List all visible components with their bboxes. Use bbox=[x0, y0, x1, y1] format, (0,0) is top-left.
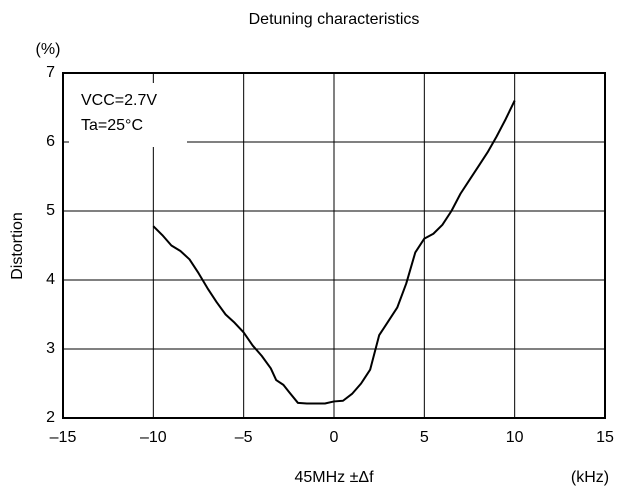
annotation: Ta=25°C bbox=[81, 117, 143, 134]
data-line bbox=[152, 100, 516, 405]
annotation: VCC=2.7V bbox=[81, 92, 157, 109]
y-axis-label: Distortion bbox=[9, 212, 26, 280]
chart-title: Detuning characteristics bbox=[249, 11, 420, 28]
x-tick-label: 15 bbox=[596, 429, 614, 446]
x-tick-label: –5 bbox=[235, 429, 253, 446]
y-tick-label: 4 bbox=[46, 271, 55, 288]
y-unit: (%) bbox=[36, 41, 61, 58]
x-tick-label: –15 bbox=[50, 429, 77, 446]
x-unit: (kHz) bbox=[571, 469, 609, 486]
y-tick-label: 7 bbox=[46, 64, 55, 81]
annotation-box bbox=[69, 83, 187, 147]
x-tick-label: –10 bbox=[140, 429, 167, 446]
x-tick-label: 0 bbox=[330, 429, 339, 446]
y-tick-label: 5 bbox=[46, 202, 55, 219]
y-tick-label: 3 bbox=[46, 340, 55, 357]
x-tick-label: 5 bbox=[420, 429, 429, 446]
plot-frame bbox=[62, 72, 606, 419]
y-tick-label: 6 bbox=[46, 133, 55, 150]
x-axis-label: 45MHz ±Δf bbox=[294, 469, 374, 486]
y-tick-label: 2 bbox=[46, 409, 55, 426]
x-tick-label: 10 bbox=[506, 429, 524, 446]
